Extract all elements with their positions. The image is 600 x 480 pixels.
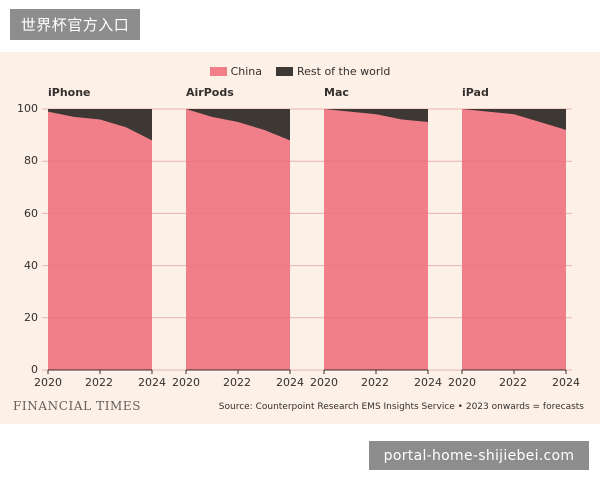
y-tick-label: 20 [24, 311, 38, 324]
area-china-airpods [186, 109, 290, 370]
area-china-iphone [48, 111, 152, 371]
panel-title-ipad: iPad [462, 86, 489, 99]
x-tick-label: 2022 [361, 376, 389, 389]
panel-title-airpods: AirPods [186, 86, 234, 99]
bottom-watermark-badge: portal-home-shijiebei.com [369, 441, 589, 470]
x-tick-label: 2024 [138, 376, 166, 389]
y-tick-label: 80 [24, 154, 38, 167]
x-tick-label: 2024 [414, 376, 442, 389]
panel-title-iphone: iPhone [48, 86, 91, 99]
area-china-ipad [462, 109, 566, 370]
y-tick-label: 0 [31, 363, 38, 376]
x-tick-label: 2020 [448, 376, 476, 389]
x-tick-label: 2024 [276, 376, 304, 389]
legend-swatch-china [209, 66, 227, 76]
legend-label-rest: Rest of the world [297, 64, 391, 78]
source-note: Source: Counterpoint Research EMS Insigh… [218, 402, 584, 412]
panel-title-mac: Mac [324, 86, 349, 99]
x-tick-label: 2020 [34, 376, 62, 389]
legend-item-china: China [209, 64, 262, 78]
y-tick-label: 100 [17, 102, 38, 115]
chart-legend: China Rest of the world [0, 63, 600, 79]
legend-label-china: China [230, 64, 262, 78]
x-tick-label: 2022 [85, 376, 113, 389]
y-tick-label: 40 [24, 259, 38, 272]
legend-item-rest: Rest of the world [276, 65, 390, 78]
x-tick-label: 2022 [499, 376, 527, 389]
legend-swatch-rest [276, 66, 293, 76]
x-tick-label: 2024 [552, 376, 580, 389]
y-tick-label: 60 [24, 207, 38, 220]
area-china-mac [324, 109, 428, 370]
x-tick-label: 2022 [223, 376, 251, 389]
ft-logo: FINANCIAL TIMES [13, 399, 142, 413]
x-tick-label: 2020 [310, 376, 338, 389]
top-watermark-badge: 世界杯官方入口 [10, 9, 140, 40]
x-tick-label: 2020 [172, 376, 200, 389]
